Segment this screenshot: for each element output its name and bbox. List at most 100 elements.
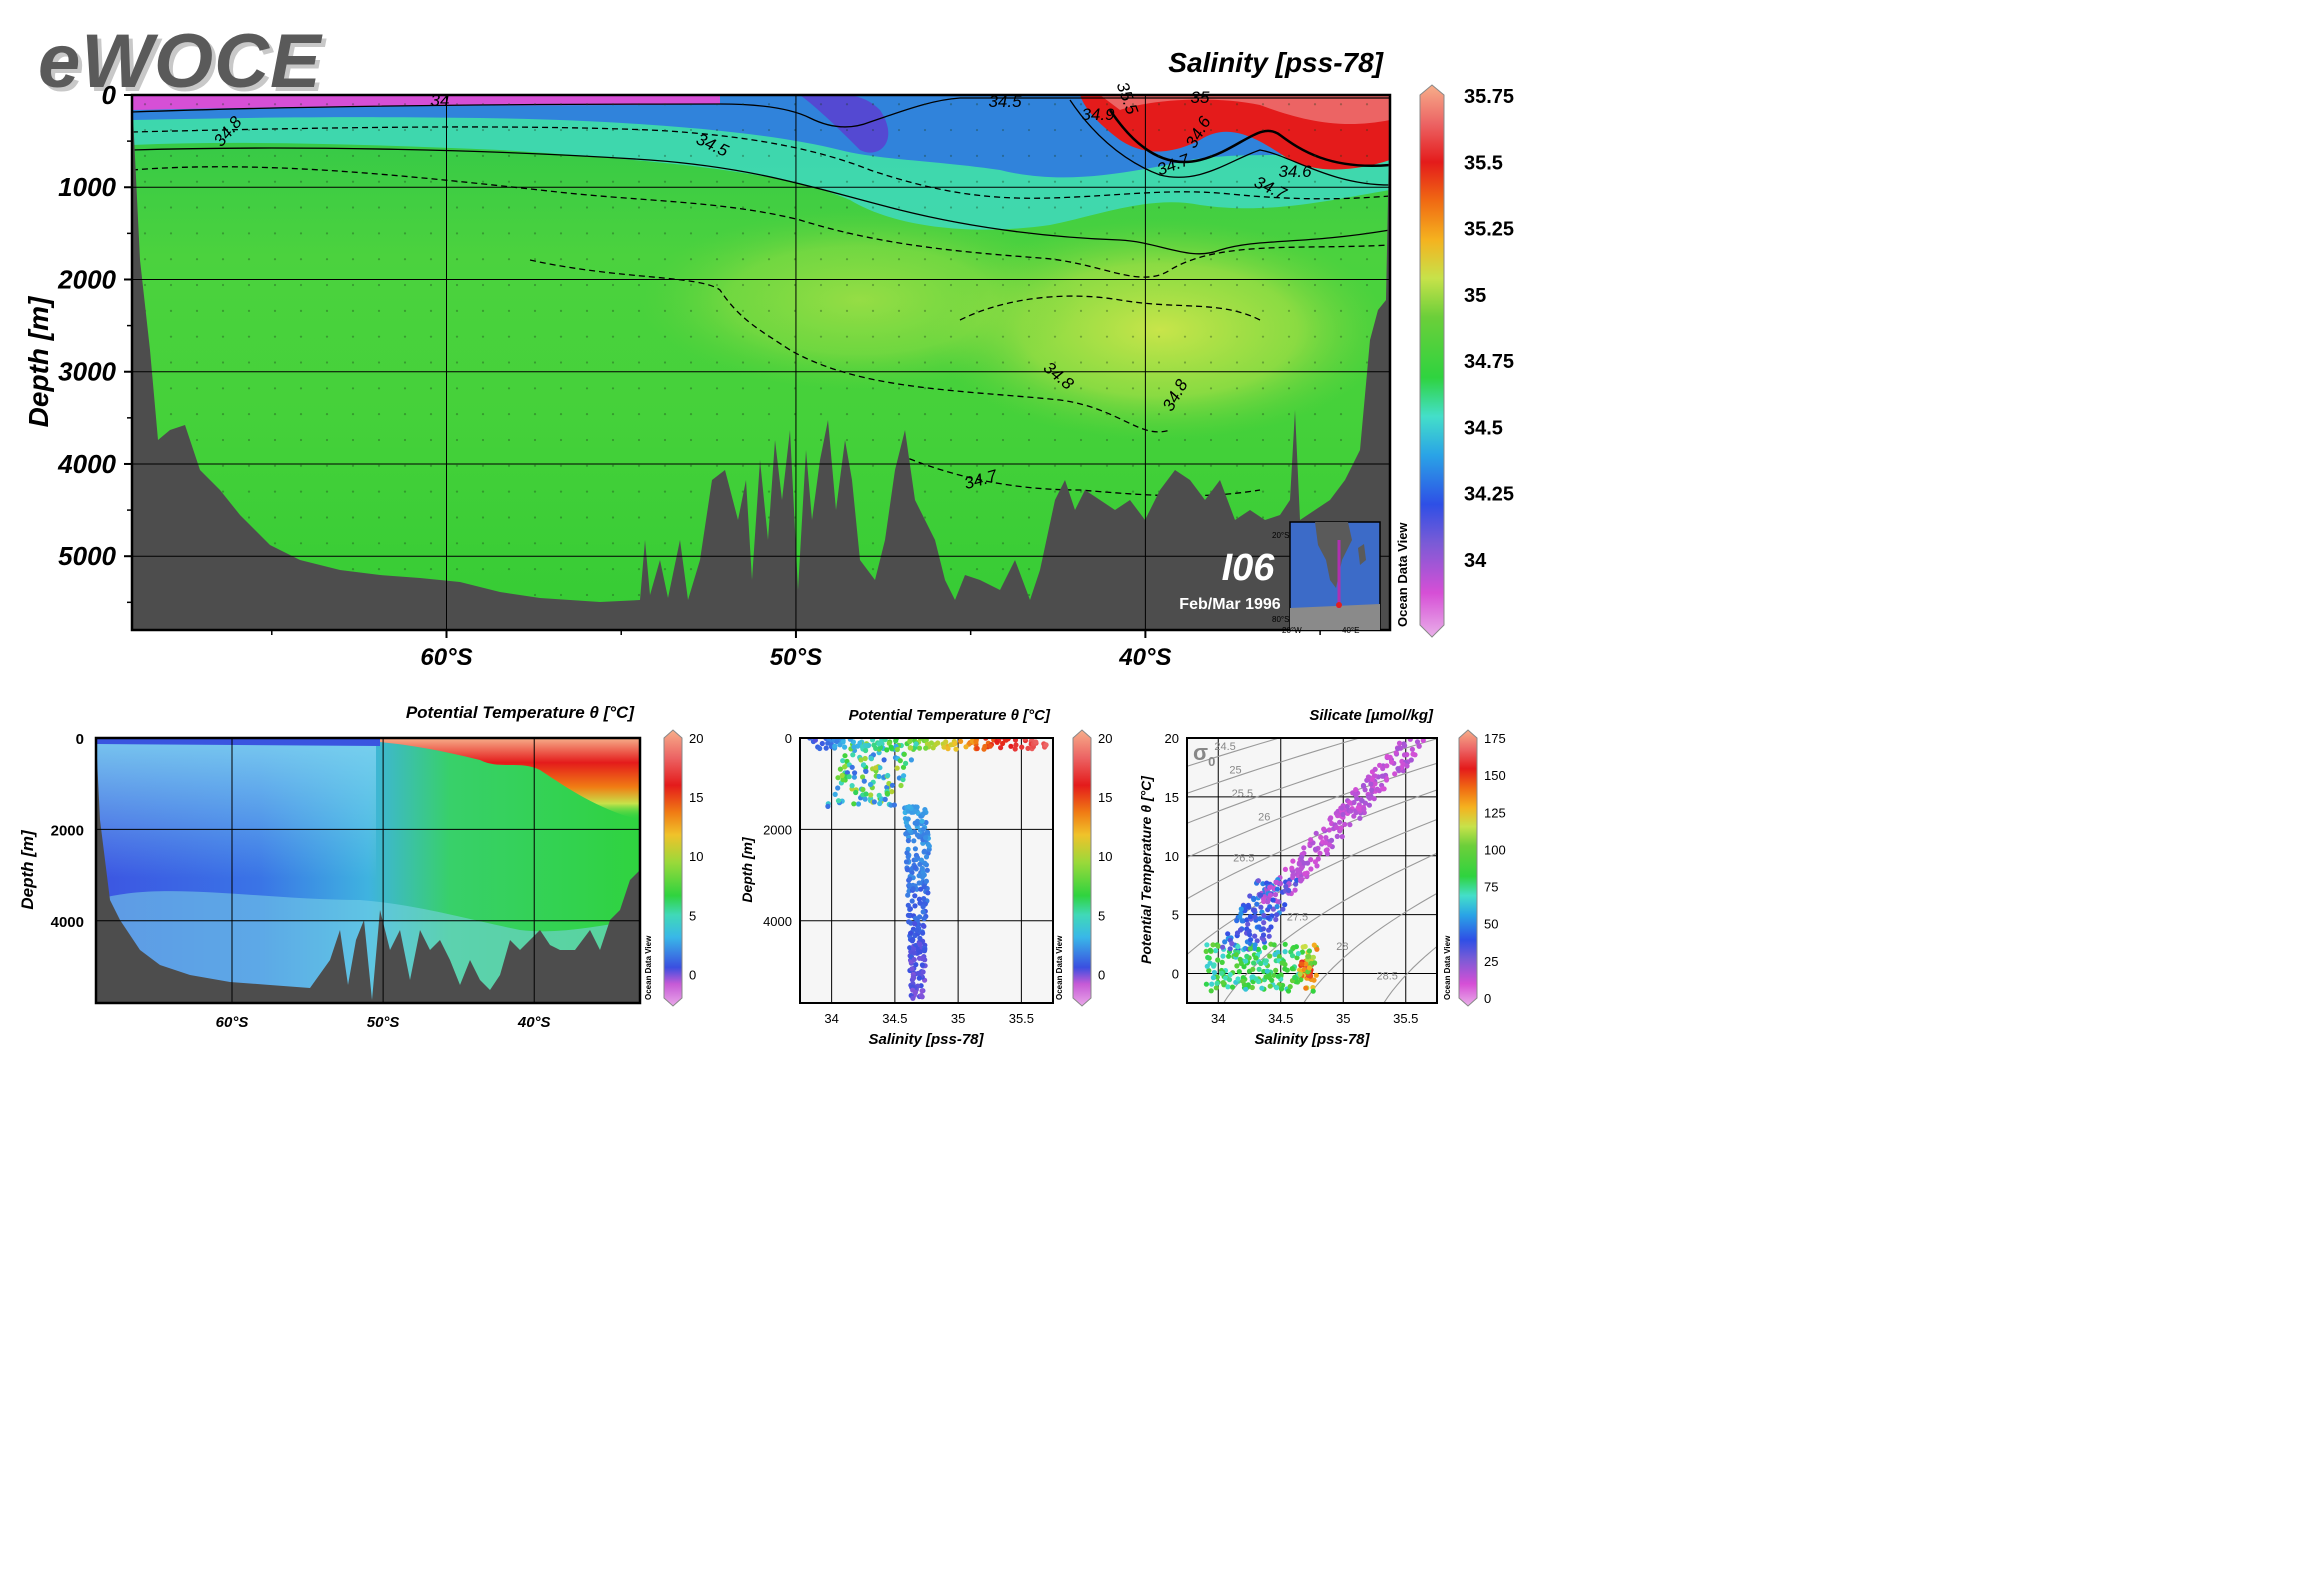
- sample-point: [585, 542, 589, 545]
- sample-point: [377, 206, 381, 209]
- sample-point: [221, 361, 225, 364]
- sample-point: [585, 258, 589, 261]
- ts-point: [1247, 946, 1253, 952]
- scatter-depth-points: [807, 738, 1049, 1001]
- ts-point: [1389, 759, 1395, 765]
- sample-point: [1027, 438, 1031, 442]
- scatter-depth-point: [851, 774, 858, 780]
- isopycnal-line: [1187, 789, 1437, 900]
- scatter-depth-point: [905, 912, 912, 918]
- scatter-depth-point: [906, 882, 913, 888]
- scatter-depth-point: [1013, 742, 1019, 748]
- ts-point: [1263, 974, 1269, 980]
- sample-point: [1183, 387, 1187, 390]
- sample-point: [637, 593, 641, 597]
- sample-point: [1079, 103, 1083, 106]
- sample-point: [1053, 335, 1057, 338]
- sample-point: [637, 464, 641, 467]
- scatter-depth-point: [922, 947, 928, 953]
- sample-point: [351, 206, 355, 209]
- sample-point: [533, 283, 537, 287]
- ts-point: [1266, 933, 1272, 939]
- sample-point: [481, 568, 485, 571]
- sample-point: [1365, 258, 1369, 261]
- sample-point: [1209, 387, 1213, 390]
- sample-point: [169, 103, 173, 106]
- ts-point: [1233, 952, 1239, 958]
- scatter-depth-point: [998, 745, 1004, 751]
- sample-point: [767, 128, 771, 132]
- sample-point: [1339, 180, 1343, 183]
- isopycnal-label: 26: [1258, 811, 1270, 823]
- theta-bathymetry: [96, 738, 640, 1003]
- ts-point: [1254, 901, 1260, 907]
- ts-point: [1342, 821, 1348, 828]
- sample-point: [585, 232, 589, 235]
- ts-point: [1203, 948, 1209, 955]
- sample-point: [1105, 206, 1109, 209]
- ts-point: [1206, 968, 1212, 974]
- sample-point: [611, 206, 615, 209]
- scatter-depth-x-tick-label: 35: [951, 1011, 965, 1026]
- sample-point: [377, 464, 381, 467]
- ts-point: [1310, 988, 1316, 994]
- sample-point: [689, 516, 693, 519]
- ts-point: [1274, 985, 1280, 991]
- sample-point: [923, 387, 927, 390]
- ts-point: [1220, 953, 1226, 959]
- sample-point: [325, 258, 329, 261]
- scatter-depth-point: [920, 930, 926, 936]
- scatter-depth-point: [919, 994, 925, 1000]
- sample-point: [1131, 206, 1135, 209]
- sample-point: [845, 283, 849, 287]
- sample-point: [1157, 206, 1161, 209]
- sample-point: [1105, 180, 1109, 183]
- sample-point: [1261, 258, 1265, 261]
- sample-point: [559, 593, 563, 597]
- sample-point: [871, 103, 875, 106]
- scatter-depth-point: [862, 796, 868, 802]
- ts-isopycnals: [1187, 738, 1437, 1003]
- sample-point: [1131, 258, 1135, 261]
- inset-lon-left: 20°W: [1282, 626, 1302, 635]
- scatter-depth-point: [858, 757, 864, 763]
- scatter-depth-point: [842, 744, 848, 750]
- ts-point: [1348, 808, 1354, 814]
- scatter-depth-point: [876, 773, 882, 780]
- scatter-depth-point: [871, 799, 877, 805]
- scatter-depth-colorbar-label: 0: [1098, 967, 1105, 982]
- sample-point: [1027, 516, 1031, 519]
- ts-point: [1213, 985, 1219, 991]
- scatter-depth-point: [906, 826, 913, 833]
- sample-point: [273, 283, 277, 287]
- sample-point: [1001, 154, 1005, 157]
- sample-point: [1079, 335, 1083, 338]
- ts-point: [1337, 819, 1343, 825]
- sample-point: [1001, 490, 1005, 493]
- sample-point: [481, 361, 485, 364]
- scatter-depth-point: [920, 811, 927, 817]
- inset-madagascar: [1358, 544, 1366, 565]
- scatter-depth-point: [1025, 745, 1031, 752]
- sample-point: [1079, 464, 1083, 467]
- ts-point: [1282, 866, 1288, 873]
- sample-point: [715, 387, 719, 390]
- sample-point: [325, 438, 329, 442]
- sample-point: [741, 464, 745, 467]
- sample-point: [1365, 283, 1369, 287]
- sample-point: [741, 258, 745, 261]
- sample-point: [533, 309, 537, 312]
- sample-point: [221, 206, 225, 209]
- sample-point: [195, 413, 199, 416]
- ts-point: [1272, 951, 1278, 958]
- ts-point: [1213, 948, 1219, 954]
- ts-point: [1209, 981, 1215, 987]
- sample-point: [767, 438, 771, 442]
- sample-point: [689, 464, 693, 467]
- ts-point: [1351, 799, 1357, 806]
- scatter-depth-point: [930, 745, 936, 751]
- scatter-depth-point: [928, 740, 935, 746]
- sample-point: [1001, 413, 1005, 416]
- sample-point: [845, 258, 849, 261]
- salinity-title: Salinity [pss-78]: [1168, 47, 1384, 78]
